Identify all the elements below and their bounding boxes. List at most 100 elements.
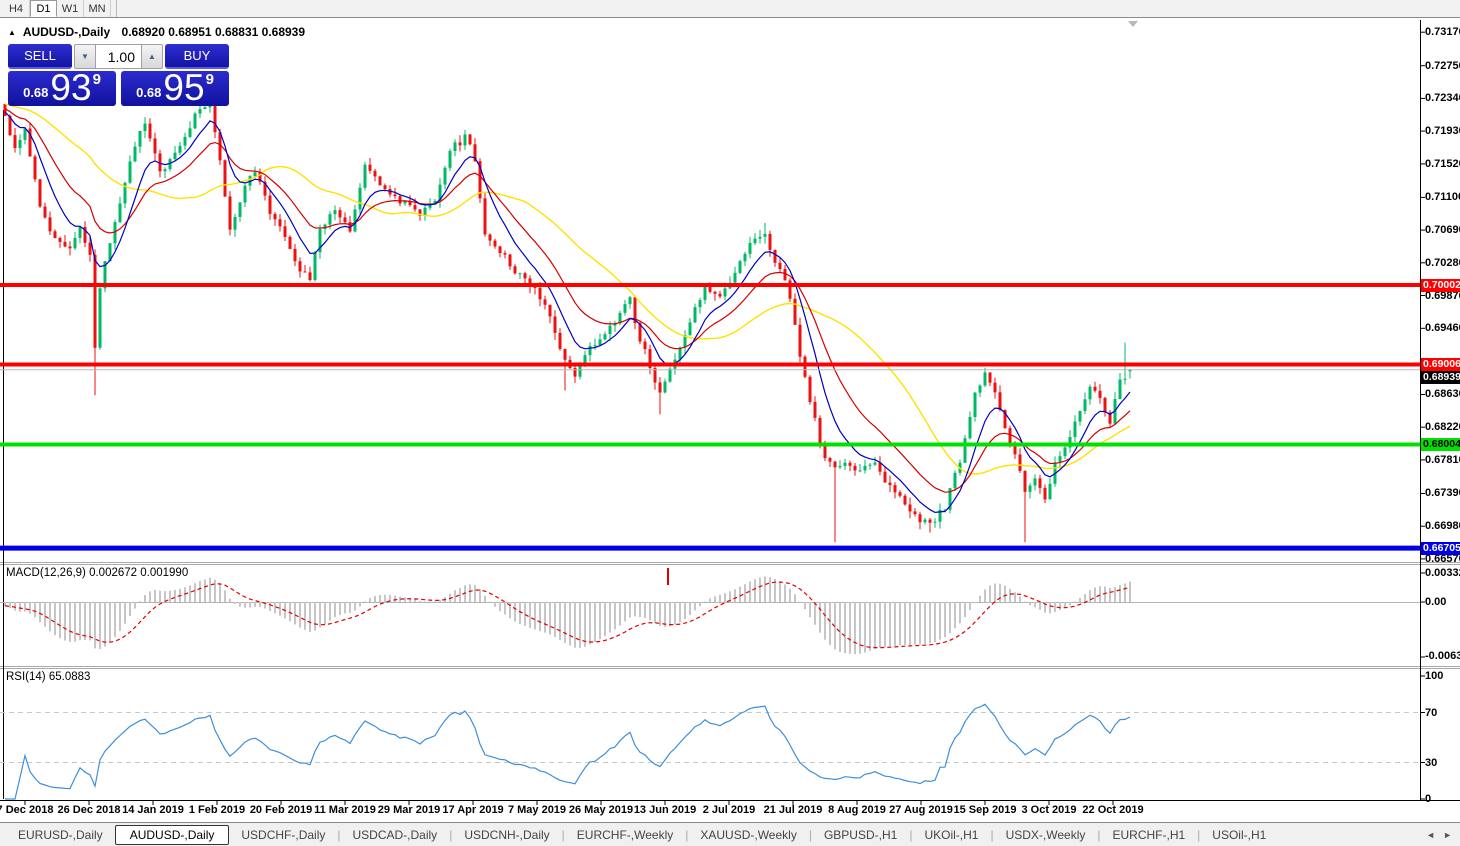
rsi-value: 65.0883: [48, 671, 91, 683]
macd-values: 0.002672 0.001990: [89, 567, 189, 579]
date-tick-label: 3 Oct 2019: [1021, 804, 1077, 816]
date-tick-label: 26 Dec 2018: [57, 804, 121, 816]
buy-price-pip: 9: [205, 71, 214, 88]
rsi-tick-label: 100: [1425, 670, 1444, 682]
date-tick-label: 11 Mar 2019: [314, 804, 376, 816]
tab-separator: |: [808, 827, 812, 842]
rsi-tick-label: 70: [1425, 706, 1438, 719]
symbol-tab-gbpusd-h1[interactable]: GBPUSD-,H1: [823, 827, 898, 842]
symbol-tab-usdcad-daily[interactable]: USDCAD-,Daily: [352, 827, 438, 842]
date-tick-label: 17 Apr 2019: [442, 804, 504, 816]
rsi-indicator-label: RSI(14) 65.0883: [6, 671, 90, 683]
volume-decrease-button[interactable]: ▼: [74, 44, 96, 69]
tabbar-scroll-left-icon[interactable]: ◄: [1426, 829, 1436, 840]
rsi-name: RSI(14): [6, 671, 46, 683]
macd-name: MACD(12,26,9): [6, 567, 86, 579]
date-tick-label: 29 Mar 2019: [377, 804, 441, 816]
symbol-tab-usoil-h1[interactable]: USOil-,H1: [1212, 827, 1267, 842]
date-tick-label: 14 Jan 2019: [122, 804, 184, 816]
sell-price-button[interactable]: 0.68 93 9: [8, 67, 116, 108]
tabbar-scroll-arrows: ◄ ►: [1426, 830, 1452, 840]
sell-price-main: 93: [50, 67, 92, 108]
timeframe-button-d1[interactable]: D1: [30, 0, 57, 17]
axes: [0, 20, 1460, 805]
symbol-tab-usdcnh-daily[interactable]: USDCNH-,Daily: [464, 827, 550, 842]
chart-ohlc-label: 0.68920 0.68951 0.68831 0.68939: [121, 25, 306, 39]
macd-tick-label: -0.006365: [1425, 650, 1460, 662]
buy-button[interactable]: BUY: [165, 44, 229, 69]
ma-fast-line: [4, 111, 1131, 514]
tab-separator: |: [561, 827, 565, 842]
sell-button[interactable]: SELL: [8, 44, 72, 69]
symbol-tab-eurusd-daily[interactable]: EURUSD-,Daily: [18, 827, 103, 842]
timeframe-toolbar: H4 D1 W1 MN: [0, 0, 1460, 18]
timeframe-button-mn[interactable]: MN: [84, 0, 111, 17]
macd-tick-label: 0.00: [1425, 596, 1447, 608]
chart-symbol-label: AUDUSD-,Daily: [22, 25, 111, 39]
rsi-tick-label: 0: [1425, 793, 1432, 805]
candles-layer: [3, 93, 1132, 543]
tab-separator: |: [990, 827, 994, 842]
date-tick-label: 7 May 2019: [507, 804, 567, 816]
symbol-tab-ukoil-h1[interactable]: UKOil-,H1: [924, 827, 979, 842]
tabbar-scroll-right-icon[interactable]: ►: [1443, 829, 1452, 840]
date-tick-label: 20 Feb 2019: [249, 804, 313, 816]
level-price-badge: 0.69006: [1421, 358, 1460, 372]
timeframe-button-h4[interactable]: H4: [3, 0, 30, 17]
buy-price-prefix: 0.68: [136, 85, 162, 100]
symbol-tab-usdx-weekly[interactable]: USDX-,Weekly: [1005, 827, 1086, 842]
tab-separator: |: [685, 827, 689, 842]
volume-input[interactable]: [96, 44, 141, 69]
symbol-tabbar: EURUSD-,Daily AUDUSD-,Daily USDCHF-,Daily |…: [0, 822, 1460, 846]
tab-separator: |: [449, 827, 453, 842]
date-tick-label: 27 Aug 2019: [889, 804, 953, 816]
ma-mid-line: [4, 108, 1131, 493]
toolbar-separator: [111, 0, 117, 17]
date-tick-label: 15 Sep 2019: [953, 804, 1017, 816]
collapse-arrow-icon[interactable]: ▲: [8, 28, 16, 37]
symbol-tab-eurchf-weekly[interactable]: EURCHF-,Weekly: [576, 827, 674, 842]
symbol-tab-usdchf-daily[interactable]: USDCHF-,Daily: [241, 827, 326, 842]
date-tick-label: 1 Feb 2019: [188, 804, 246, 816]
buy-price-main: 95: [163, 67, 205, 108]
tab-separator: |: [1197, 827, 1201, 842]
volume-increase-button[interactable]: ▲: [141, 44, 163, 69]
rsi-pane: [0, 703, 1420, 800]
symbol-tab-audusd-daily[interactable]: AUDUSD-,Daily: [114, 824, 230, 845]
chevron-down-icon: ▼: [81, 52, 89, 61]
symbol-tab-xauusd-weekly[interactable]: XAUUSD-,Weekly: [700, 827, 797, 842]
time-axis: 7 Dec 2018 26 Dec 2018 14 Jan 2019 1 Feb 20…: [0, 801, 1420, 821]
date-tick-label: 13 Jun 2019: [633, 804, 697, 816]
sell-price-pip: 9: [92, 71, 101, 88]
buy-price-button[interactable]: 0.68 95 9: [121, 67, 229, 108]
rsi-tick-label: 30: [1425, 756, 1438, 769]
one-click-trading-panel: SELL ▼ ▲ BUY 0.68 93 9 0.68 95 9: [8, 44, 229, 106]
macd-indicator-label: MACD(12,26,9) 0.002672 0.001990: [6, 567, 188, 579]
tab-separator: |: [909, 827, 913, 842]
macd-pane: [0, 568, 1420, 655]
symbol-tab-eurchf-h1[interactable]: EURCHF-,H1: [1112, 827, 1186, 842]
level-price-badge: 0.68004: [1421, 438, 1460, 452]
tab-separator: |: [337, 827, 341, 842]
chart-window: ▲ AUDUSD-,Daily 0.68920 0.68951 0.68831 …: [0, 18, 1460, 822]
level-lines[interactable]: [0, 283, 1420, 551]
level-price-badge: 0.66705: [1421, 542, 1460, 556]
pane-separators: [0, 562, 1460, 669]
date-tick-label: 22 Oct 2019: [1082, 804, 1144, 816]
timeframe-button-w1[interactable]: W1: [57, 0, 84, 17]
date-tick-label: 8 Aug 2019: [828, 804, 886, 816]
chart-canvas[interactable]: [0, 18, 1460, 822]
chart-title: ▲ AUDUSD-,Daily 0.68920 0.68951 0.68831 …: [8, 25, 305, 39]
